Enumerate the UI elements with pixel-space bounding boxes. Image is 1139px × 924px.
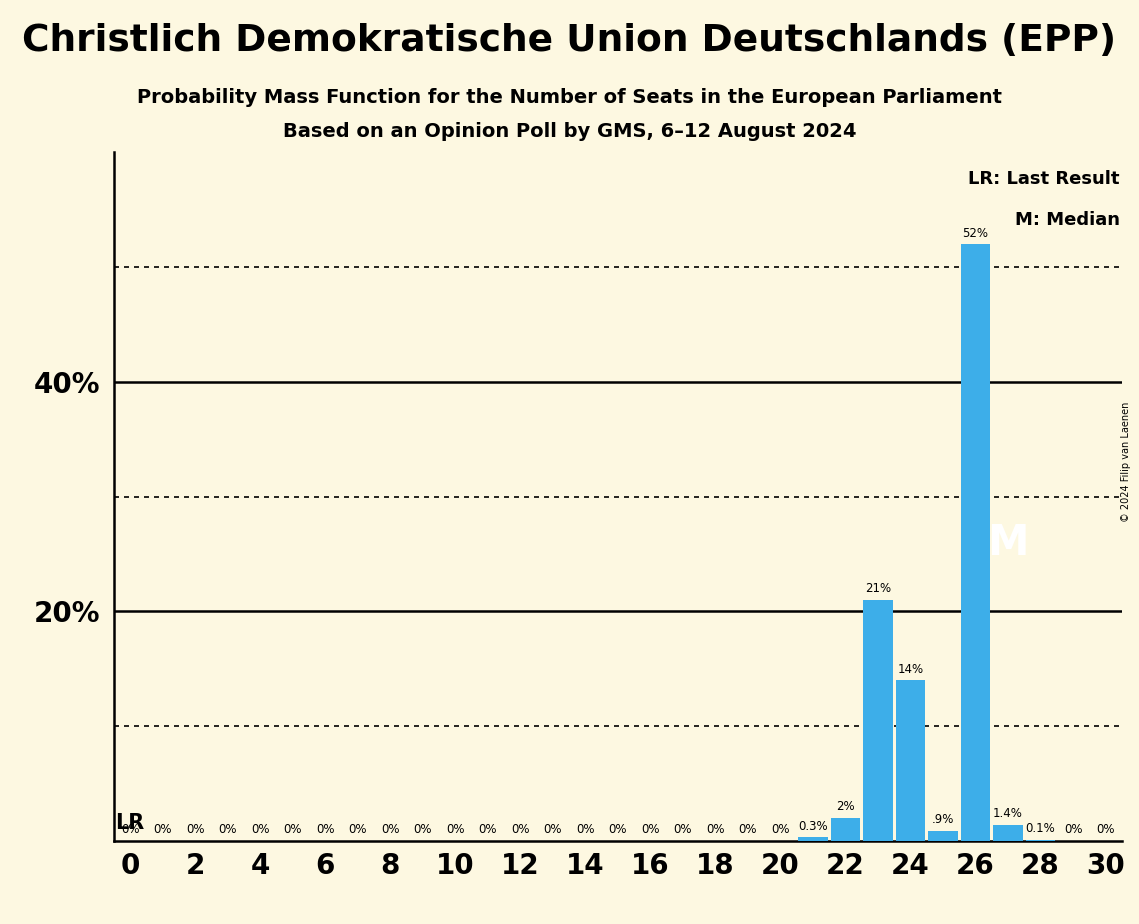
Text: 1.4%: 1.4%: [993, 808, 1023, 821]
Text: 0%: 0%: [154, 823, 172, 836]
Text: 0%: 0%: [1097, 823, 1115, 836]
Text: 0%: 0%: [608, 823, 628, 836]
Text: Probability Mass Function for the Number of Seats in the European Parliament: Probability Mass Function for the Number…: [137, 88, 1002, 107]
Bar: [961, 244, 990, 841]
Text: Christlich Demokratische Union Deutschlands (EPP): Christlich Demokratische Union Deutschla…: [23, 23, 1116, 59]
Text: 0%: 0%: [771, 823, 789, 836]
Text: 21%: 21%: [865, 582, 891, 595]
Text: 0%: 0%: [316, 823, 335, 836]
Text: 0%: 0%: [478, 823, 497, 836]
Text: 0%: 0%: [219, 823, 237, 836]
Text: 0%: 0%: [641, 823, 659, 836]
Text: 14%: 14%: [898, 663, 924, 675]
Text: 0%: 0%: [382, 823, 400, 836]
Text: M: M: [988, 521, 1029, 564]
Text: .9%: .9%: [932, 813, 954, 826]
Bar: [830, 818, 860, 841]
Bar: [798, 837, 828, 841]
Text: Based on an Opinion Poll by GMS, 6–12 August 2024: Based on an Opinion Poll by GMS, 6–12 Au…: [282, 122, 857, 141]
Text: 0%: 0%: [576, 823, 595, 836]
Bar: [863, 600, 893, 841]
Bar: [928, 831, 958, 841]
Text: 0.1%: 0.1%: [1026, 822, 1056, 835]
Text: 0%: 0%: [706, 823, 724, 836]
Text: © 2024 Filip van Laenen: © 2024 Filip van Laenen: [1121, 402, 1131, 522]
Text: 0%: 0%: [511, 823, 530, 836]
Bar: [993, 825, 1023, 841]
Text: 52%: 52%: [962, 226, 989, 239]
Bar: [896, 680, 925, 841]
Bar: [1026, 840, 1055, 841]
Text: 0%: 0%: [543, 823, 563, 836]
Text: 0%: 0%: [349, 823, 367, 836]
Text: 2%: 2%: [836, 800, 855, 813]
Text: 0.3%: 0.3%: [798, 820, 828, 833]
Text: 0%: 0%: [186, 823, 204, 836]
Text: 0%: 0%: [121, 823, 139, 836]
Text: 0%: 0%: [446, 823, 465, 836]
Text: LR: LR: [115, 813, 145, 833]
Text: M: Median: M: Median: [1015, 211, 1120, 229]
Text: 0%: 0%: [251, 823, 270, 836]
Text: LR: Last Result: LR: Last Result: [968, 170, 1120, 188]
Text: 0%: 0%: [284, 823, 302, 836]
Text: 0%: 0%: [1064, 823, 1082, 836]
Text: 0%: 0%: [673, 823, 693, 836]
Text: 0%: 0%: [413, 823, 432, 836]
Text: 0%: 0%: [739, 823, 757, 836]
